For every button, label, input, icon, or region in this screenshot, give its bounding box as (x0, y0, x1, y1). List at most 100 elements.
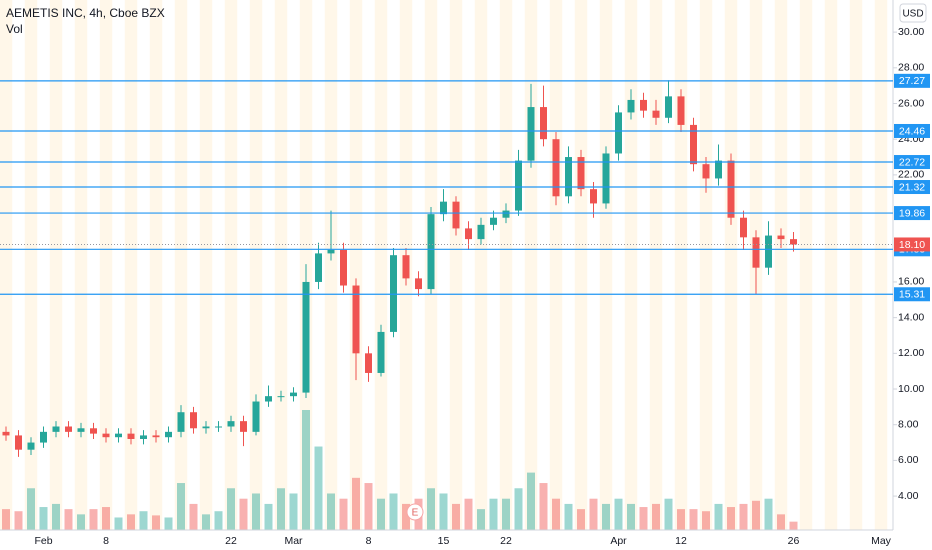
volume-bar (352, 477, 360, 530)
candle-body (677, 96, 685, 125)
candle-body (290, 392, 297, 397)
volume-bar (402, 503, 410, 530)
session-band (374, 0, 388, 530)
candle-body (502, 210, 510, 218)
candle-body (715, 160, 722, 179)
volume-bar (214, 511, 223, 530)
volume-bar (52, 503, 60, 530)
candle-body (740, 217, 747, 238)
candle-body (515, 160, 522, 211)
session-band (449, 0, 463, 530)
session-band (574, 0, 588, 530)
volume-bar (727, 507, 735, 530)
volume-bar (789, 521, 798, 530)
volume-bar (639, 507, 648, 530)
candle-body (165, 431, 172, 438)
x-tick-label: 15 (438, 535, 450, 547)
candle-body (352, 285, 360, 354)
volume-bar (477, 509, 485, 530)
earnings-marker[interactable] (406, 503, 424, 521)
session-band (499, 0, 513, 530)
earnings-label: E (412, 508, 419, 519)
volume-bar (614, 498, 623, 530)
candle-body (490, 217, 497, 225)
volume-bar (302, 410, 310, 530)
volume-bar (514, 488, 523, 530)
volume-bar (364, 483, 373, 530)
candle-body (615, 112, 622, 154)
session-band (199, 0, 213, 530)
level-label: 24.46 (899, 125, 925, 137)
volume-bar (502, 498, 510, 530)
candle-body (340, 249, 347, 286)
candle-body (77, 428, 85, 432)
y-tick-label: 26.00 (898, 97, 924, 109)
volume-bar (564, 503, 573, 530)
candle-body (565, 157, 572, 197)
volume-bar (77, 514, 85, 530)
candle-body (190, 412, 197, 429)
volume-bar (289, 493, 298, 530)
y-tick-label: 4.00 (898, 490, 919, 502)
session-band (599, 0, 613, 530)
volume-label: Vol (6, 22, 23, 36)
session-shading (0, 0, 888, 530)
volume-bar (114, 517, 123, 530)
volume-bar (652, 503, 660, 530)
session-band (0, 0, 13, 530)
volume-bar (277, 488, 285, 530)
session-band (474, 0, 488, 530)
session-band (874, 0, 888, 530)
currency: USD (902, 9, 923, 20)
level-label: 22.72 (899, 156, 925, 168)
y-tick-label: 28.00 (898, 62, 924, 74)
volume-bar (714, 503, 723, 530)
volume-bar (377, 498, 385, 530)
session-band (549, 0, 563, 530)
session-band (324, 0, 338, 530)
session-band (99, 0, 113, 530)
currency-box[interactable] (899, 3, 927, 23)
volume-bar (577, 509, 585, 530)
candle-body (2, 431, 10, 436)
candle-body (52, 426, 60, 432)
volume-bar (602, 503, 610, 530)
candle-body (27, 442, 35, 450)
volume-bar (14, 511, 23, 530)
current-price-box (894, 237, 930, 252)
volume-bar (314, 446, 323, 530)
candle-body (40, 431, 47, 443)
candle-body (452, 201, 460, 229)
volume-bar (39, 507, 48, 530)
candle-body (215, 426, 222, 428)
volume-bar (64, 509, 73, 530)
session-band (699, 0, 713, 530)
x-tick-label: 8 (103, 535, 109, 547)
x-tick-label: May (871, 535, 892, 547)
candle-body (390, 255, 397, 332)
volume-bar (427, 488, 435, 530)
candle-body (727, 160, 735, 218)
candle-body (152, 435, 160, 438)
session-band (249, 0, 263, 530)
session-band (24, 0, 38, 530)
volume-bar (764, 498, 773, 530)
candle-body (65, 426, 72, 432)
x-tick-label: 22 (225, 535, 237, 547)
level-label-box (894, 287, 930, 302)
volume-bar (777, 514, 785, 530)
volume-bar (239, 498, 248, 530)
volume-bar (252, 493, 260, 530)
volume-bar (27, 488, 35, 530)
candle-body (115, 433, 122, 438)
candle-body (365, 353, 372, 373)
volume-bar (2, 509, 10, 530)
volume-bar (627, 503, 635, 530)
candle-body (540, 107, 547, 140)
candle-body (327, 249, 335, 254)
session-band (849, 0, 863, 530)
candle-body (765, 235, 772, 268)
session-band (274, 0, 288, 530)
candle-body (277, 396, 285, 398)
candle-body (127, 433, 135, 439)
